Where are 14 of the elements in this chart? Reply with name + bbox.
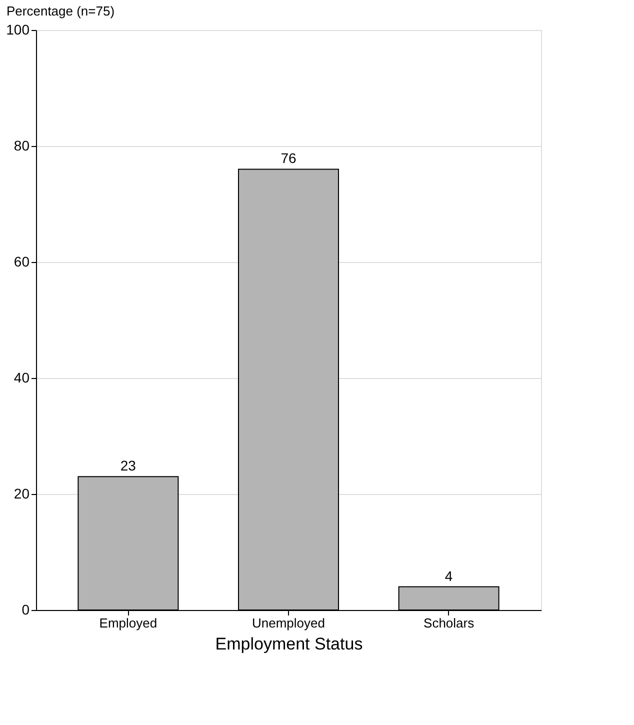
y-axis-title: Percentage (n=75) <box>6 4 115 18</box>
x-tick-label: Employed <box>99 616 158 630</box>
x-tick-label: Scholars <box>424 616 475 630</box>
x-axis-title: Employment Status <box>215 634 363 654</box>
y-tick-label: 40 <box>14 370 30 386</box>
y-tick-label: 20 <box>14 486 30 502</box>
y-tick-label: 60 <box>14 254 30 270</box>
y-tick-label: 100 <box>6 22 30 38</box>
data-label: 4 <box>444 568 453 584</box>
data-label: 76 <box>280 150 296 166</box>
data-label: 23 <box>120 458 136 474</box>
y-tick-label: 80 <box>14 138 30 154</box>
y-tick-label: 0 <box>22 602 30 618</box>
x-tick-label: Unemployed <box>252 616 325 630</box>
